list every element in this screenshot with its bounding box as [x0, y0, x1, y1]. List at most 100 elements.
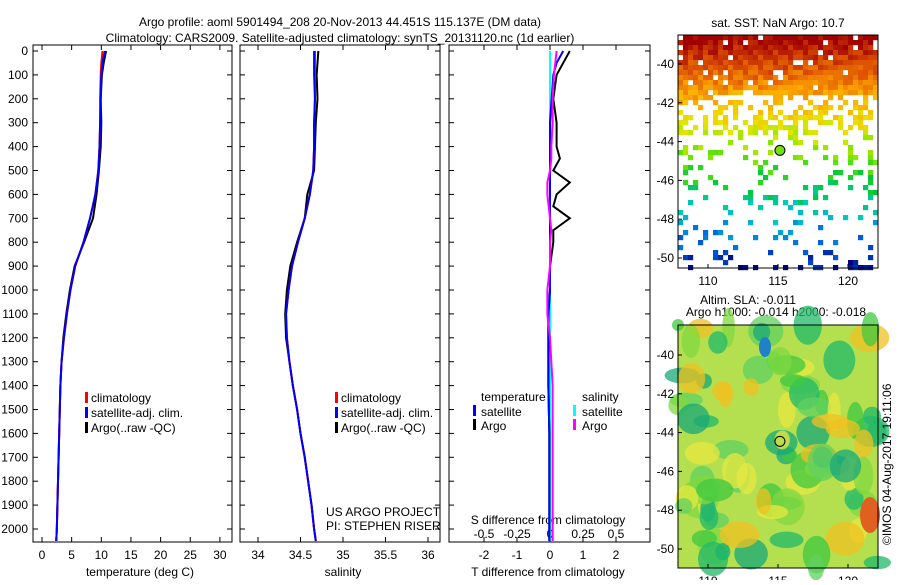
sst-cell: [843, 80, 849, 86]
sst-cell: [808, 80, 814, 86]
sst-cell: [828, 180, 834, 186]
sst-cell: [738, 60, 744, 66]
sst-cell: [823, 65, 829, 71]
sst-cell: [778, 50, 784, 56]
sst-cell: [688, 130, 694, 136]
sst-cell: [728, 50, 734, 56]
sst-cell: [788, 80, 794, 86]
sla-blob: [678, 363, 706, 394]
sst-cell: [693, 80, 699, 86]
sst-cell: [808, 65, 814, 71]
sst-cell: [843, 75, 849, 81]
sst-cell: [753, 55, 759, 61]
sst-cell: [718, 60, 724, 66]
sst-cell: [758, 70, 764, 76]
sst-cell: [688, 75, 694, 81]
sst-cell: [718, 40, 724, 46]
sst-cell: [868, 75, 874, 81]
sst-cell: [793, 110, 799, 116]
sst-cell: [798, 35, 804, 41]
depth-tick-label: 300: [8, 116, 28, 130]
sst-cell: [803, 125, 809, 131]
sst-cell: [793, 135, 799, 141]
sst-cell: [858, 35, 864, 41]
sst-cell: [833, 65, 839, 71]
sst-cell: [798, 70, 804, 76]
sst-cell: [743, 60, 749, 66]
sst-cell: [868, 80, 874, 86]
sst-cell: [813, 75, 819, 81]
sst-cell: [858, 215, 864, 221]
sst-cell: [768, 55, 774, 61]
sst-cell: [713, 85, 719, 91]
sst-cell: [858, 40, 864, 46]
sst-cell: [753, 70, 759, 76]
sst-cell: [738, 35, 744, 41]
x-tick-label: 34.5: [289, 548, 313, 562]
sst-cell: [678, 220, 684, 226]
temp-argo-line: [55, 50, 108, 541]
sst-cell: [783, 60, 789, 66]
sst-cell: [873, 190, 879, 196]
sst-cell: [848, 125, 854, 131]
sst-cell: [793, 220, 799, 226]
sst-cell: [778, 40, 784, 46]
sst-cell: [818, 80, 824, 86]
sst-cell: [873, 95, 879, 101]
s-diff-tick-label: -0.5: [474, 527, 495, 541]
sst-cell: [758, 80, 764, 86]
depth-tick-label: 800: [8, 235, 28, 249]
sst-cell: [683, 80, 689, 86]
sst-cell: [823, 75, 829, 81]
sst-cell: [728, 85, 734, 91]
sst-cell: [683, 100, 689, 106]
sst-cell: [808, 70, 814, 76]
sst-cell: [733, 70, 739, 76]
sst-cell: [768, 45, 774, 51]
sst-cell: [858, 70, 864, 76]
sst-cell: [778, 90, 784, 96]
sla-blob: [861, 311, 880, 347]
sst-cell: [808, 85, 814, 91]
sst-cell: [813, 190, 819, 196]
sst-cell: [873, 220, 879, 226]
sst-cell: [773, 60, 779, 66]
sst-cell: [818, 225, 824, 231]
sst-cell: [838, 125, 844, 131]
sst-cell: [763, 120, 769, 126]
sst-cell: [858, 60, 864, 66]
sst-cell: [843, 130, 849, 136]
sst-cell: [858, 115, 864, 121]
sst-cell: [783, 55, 789, 61]
sst-cell: [748, 35, 754, 41]
sst-cell: [678, 125, 684, 131]
sst-cell: [733, 105, 739, 111]
legend-swatch: [335, 407, 338, 418]
sst-cell: [873, 90, 879, 96]
depth-tick-label: 600: [8, 187, 28, 201]
sst-cell: [763, 40, 769, 46]
sst-cell: [768, 70, 774, 76]
sst-cell: [843, 65, 849, 71]
sst-cell: [723, 60, 729, 66]
sst-cell: [693, 85, 699, 91]
sst-cell: [843, 85, 849, 91]
sst-cell: [873, 35, 879, 41]
sst-cell: [773, 95, 779, 101]
sst-cell: [823, 70, 829, 76]
sst-cell: [768, 150, 774, 156]
sla-blob: [779, 373, 806, 388]
sst-cell: [863, 35, 869, 41]
sst-cell: [728, 140, 734, 146]
sst-cell: [863, 105, 869, 111]
sst-cell: [798, 155, 804, 161]
sst-cell: [683, 75, 689, 81]
sst-cell: [723, 115, 729, 121]
sst-cell: [748, 195, 754, 201]
sst-cell: [678, 130, 684, 136]
sst-cell: [743, 35, 749, 41]
sst-cell: [813, 45, 819, 51]
sst-cell: [683, 115, 689, 121]
sst-cell: [723, 220, 729, 226]
